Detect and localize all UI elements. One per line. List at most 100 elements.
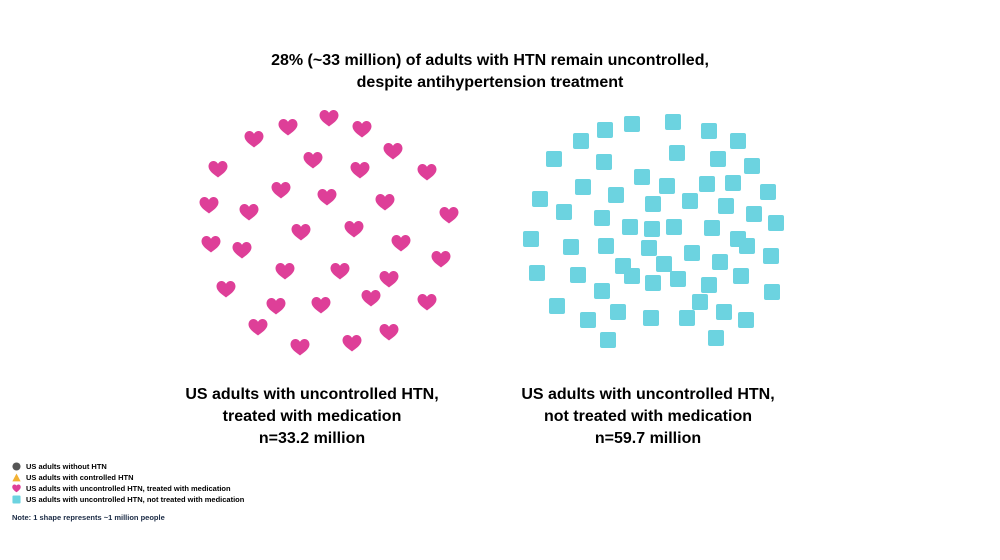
heart-icon [317,189,337,206]
square-icon [597,122,613,138]
square-icon [704,220,720,236]
square-icon [634,169,650,185]
square-icon [670,271,686,287]
square-icon [532,191,548,207]
square-icon [768,215,784,231]
square-icon [608,187,624,203]
square-icon [712,254,728,270]
square-icon [701,123,717,139]
square-icon [656,256,672,272]
square-icon [744,158,760,174]
square-icon [563,239,579,255]
square-icon [760,184,776,200]
square-icon [645,196,661,212]
square-icon [669,145,685,161]
square-icon [692,294,708,310]
square-icon [684,245,700,261]
square-icon [641,240,657,256]
heart-icon [350,162,370,179]
heart-icon [383,143,403,160]
legend-label: US adults with controlled HTN [26,473,134,482]
square-icon [644,221,660,237]
square-icon [730,133,746,149]
heart-icon [271,182,291,199]
heart-icon [232,242,252,259]
heart-icon [201,236,221,253]
square-icon [546,151,562,167]
heart-icon [342,335,362,352]
square-icon [645,275,661,291]
heart-icon [311,297,331,314]
square-icon [556,204,572,220]
legend: US adults without HTN US adults with con… [12,461,244,505]
square-icon [573,133,589,149]
square-icon [718,198,734,214]
circle-icon [12,462,21,471]
legend-label: US adults without HTN [26,462,107,471]
heart-icon [319,110,339,127]
treated-caption-line1: US adults with uncontrolled HTN, [185,386,439,403]
square-icon [708,330,724,346]
square-icon [596,154,612,170]
heart-icon [431,251,451,268]
square-icon [594,210,610,226]
treated-caption-count: n=33.2 million [258,430,366,447]
chart-title-line1: 28% (~33 million) of adults with HTN rem… [271,52,709,69]
pictogram-plot [199,110,784,356]
square-icon [764,284,780,300]
square-icon [659,178,675,194]
heart-icon [361,290,381,307]
heart-icon [439,207,459,224]
legend-item-uncontrolled-treated: US adults with uncontrolled HTN, treated… [12,483,244,494]
square-icon [622,219,638,235]
square-icon [643,310,659,326]
square-icon [665,114,681,130]
square-icon [710,151,726,167]
square-icon [610,304,626,320]
heart-icon [266,298,286,315]
square-icon [763,248,779,264]
untreated-group-caption: US adults with uncontrolled HTN, not tre… [498,384,798,450]
legend-label: US adults with uncontrolled HTN, not tre… [26,495,245,504]
square-icon [598,238,614,254]
heart-icon [303,152,323,169]
legend-item-controlled-htn: US adults with controlled HTN [12,472,244,483]
untreated-caption-count: n=59.7 million [594,430,702,447]
heart-icon [379,271,399,288]
heart-icon [244,131,264,148]
untreated-caption-line1: US adults with uncontrolled HTN, [521,386,775,403]
square-icon [701,277,717,293]
square-icon [624,268,640,284]
legend-label: US adults with uncontrolled HTN, treated… [26,484,231,493]
square-icon [733,268,749,284]
square-icon [679,310,695,326]
square-icon [739,238,755,254]
heart-icon [208,161,228,178]
heart-icon [344,221,364,238]
heart-icon [417,294,437,311]
untreated-caption-line2: not treated with medication [543,408,752,425]
heart-icon [278,119,298,136]
square-icon [624,116,640,132]
square-icon [746,206,762,222]
heart-icon [391,235,411,252]
legend-item-uncontrolled-untreated: US adults with uncontrolled HTN, not tre… [12,494,244,505]
square-icon [738,312,754,328]
square-icon [12,495,21,504]
square-icon [580,312,596,328]
square-icon [529,265,545,281]
heart-icon [291,224,311,241]
square-icon [575,179,591,195]
square-icon [549,298,565,314]
square-icon [600,332,616,348]
square-icon [594,283,610,299]
treated-caption-line2: treated with medication [222,408,402,425]
square-icon [716,304,732,320]
heart-icon [375,194,395,211]
footnote: Note: 1 shape represents ~1 million peop… [12,513,165,522]
heart-icon [199,197,219,214]
heart-icon [248,319,268,336]
heart-icon [275,263,295,280]
square-icon [682,193,698,209]
square-icon [725,175,741,191]
